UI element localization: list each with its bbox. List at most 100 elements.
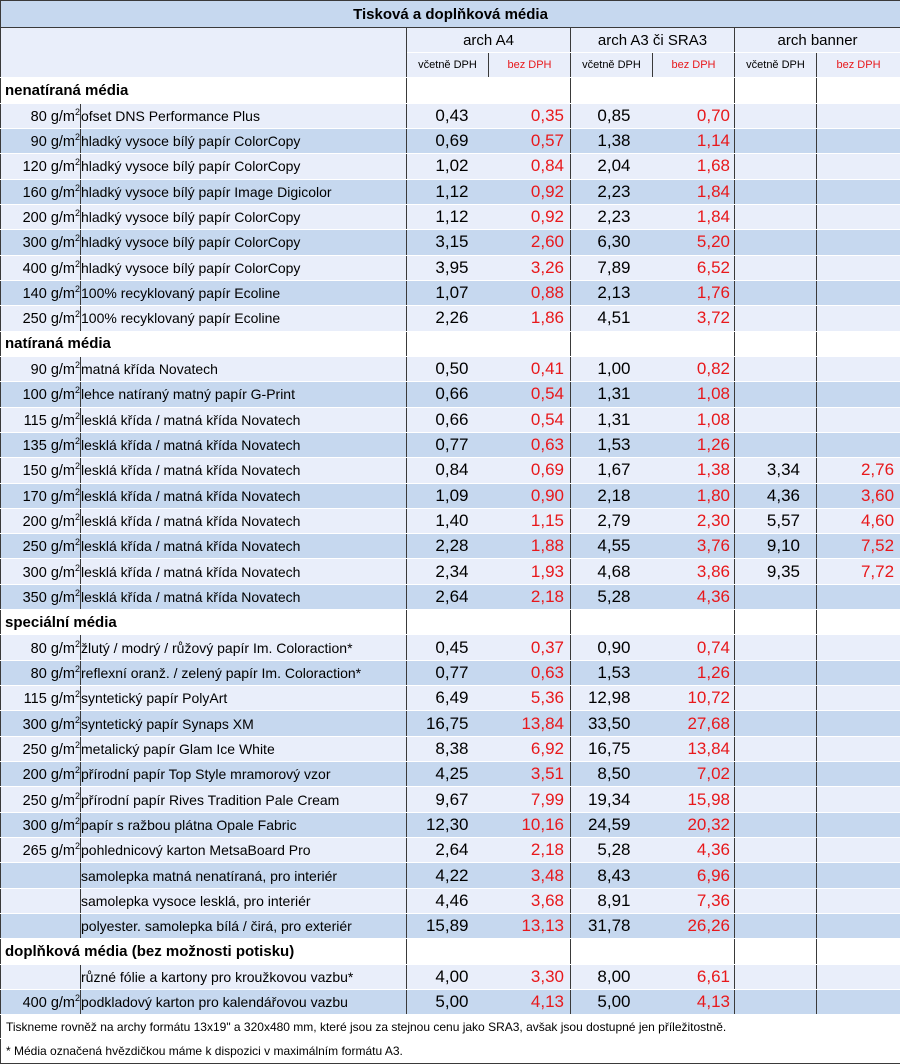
price-banner-incl (734, 786, 817, 813)
table-row: 80 g/m2 ofset DNS Performance Plus 0,43 0,3… (0, 102, 900, 129)
price-banner-incl (734, 862, 817, 889)
price-a4-incl: 5,00 (406, 989, 489, 1016)
weight-cell: 250 g/m2 (0, 735, 81, 763)
item-name: reflexní oranž. / zelený papír Im. Color… (80, 659, 407, 687)
weight-cell: 200 g/m2 (0, 203, 81, 231)
section-title: nenatíraná média (0, 77, 407, 104)
weight-value: 400 (22, 995, 47, 1012)
price-banner-excl (815, 634, 900, 661)
price-a3-excl: 6,61 (652, 963, 735, 991)
weight-cell: 300 g/m2 (0, 811, 81, 839)
price-a3-excl: 3,76 (652, 533, 735, 560)
price-a3-incl: 6,30 (570, 229, 653, 256)
price-banner-incl (734, 127, 817, 155)
weight-value: 170 (22, 488, 47, 505)
price-a4-excl: 0,41 (488, 355, 571, 383)
price-a3-excl: 26,26 (652, 913, 735, 940)
price-a4-excl: 2,18 (488, 583, 571, 611)
price-a3-excl: 10,72 (652, 685, 735, 712)
price-a4-excl: 0,35 (488, 102, 571, 129)
weight-unit: g/m (50, 209, 75, 226)
price-a4-incl: 1,07 (406, 279, 489, 307)
price-a4-incl: 0,66 (406, 406, 489, 433)
price-a4-excl: 0,63 (488, 431, 571, 459)
weight-cell: 300 g/m2 (0, 710, 81, 737)
price-a3-incl: 2,23 (570, 203, 653, 231)
price-a4-incl: 0,84 (406, 457, 489, 484)
weight-cell: 115 g/m2 (0, 406, 81, 433)
price-a4-incl: 0,50 (406, 355, 489, 383)
weight-cell: 150 g/m2 (0, 457, 81, 484)
item-name: lesklá křída / matná křída Novatech (80, 533, 407, 560)
price-a4-excl: 0,54 (488, 381, 571, 408)
weight-cell: 100 g/m2 (0, 381, 81, 408)
section-blank-cell (406, 77, 489, 104)
col-header-a4: arch A4 (406, 27, 571, 54)
section-blank-cell (734, 609, 817, 636)
table-row: 400 g/m2 podkladový karton pro kalendářov… (0, 989, 900, 1016)
table-row: 300 g/m2 papír s ražbou plátna Opale Fabr… (0, 811, 900, 839)
price-banner-incl (734, 735, 817, 763)
price-banner-incl (734, 305, 817, 332)
item-name: lesklá křída / matná křída Novatech (80, 457, 407, 484)
price-a4-excl: 2,60 (488, 229, 571, 256)
weight-unit: g/m (50, 260, 75, 277)
weight-unit-exponent: 2 (74, 790, 80, 801)
weight-unit: g/m (50, 792, 75, 809)
weight-unit-exponent: 2 (74, 765, 80, 776)
item-name: lesklá křída / matná křída Novatech (80, 406, 407, 433)
weight-unit: g/m (50, 387, 75, 404)
weight-value: 250 (22, 741, 47, 758)
section-blank-cell (734, 330, 817, 357)
price-a4-incl: 16,75 (406, 710, 489, 737)
weight-unit: g/m (50, 640, 75, 657)
weight-unit-exponent: 2 (74, 740, 80, 751)
price-banner-excl (815, 989, 900, 1016)
price-a4-incl: 2,64 (406, 583, 489, 611)
price-a4-excl: 13,84 (488, 710, 571, 737)
price-a4-incl: 0,77 (406, 431, 489, 459)
weight-value: 160 (22, 184, 47, 201)
price-banner-incl (734, 913, 817, 940)
price-banner-incl (734, 963, 817, 991)
weight-unit-exponent: 2 (74, 182, 80, 193)
price-a3-incl: 8,43 (570, 862, 653, 889)
weight-cell: 265 g/m2 (0, 837, 81, 864)
price-a4-excl: 0,92 (488, 178, 571, 205)
weight-unit-exponent: 2 (74, 360, 80, 371)
subheader-a3-incl: včetně DPH (570, 52, 653, 79)
table-row: 250 g/m2 metalický papír Glam Ice White 8,… (0, 735, 900, 763)
section-blank-cell (734, 77, 817, 104)
weight-unit: g/m (50, 133, 75, 150)
section-blank-cell (570, 330, 653, 357)
price-banner-incl (734, 178, 817, 205)
price-a3-excl: 15,98 (652, 786, 735, 813)
price-a4-incl: 8,38 (406, 735, 489, 763)
table-title: Tisková a doplňková média (0, 0, 900, 29)
price-banner-incl (734, 837, 817, 864)
weight-cell: 80 g/m2 (0, 634, 81, 661)
price-a3-incl: 19,34 (570, 786, 653, 813)
price-a3-incl: 8,00 (570, 963, 653, 991)
weight-unit: g/m (50, 767, 75, 784)
item-name: ofset DNS Performance Plus (80, 102, 407, 129)
item-name: podkladový karton pro kalendářovou vazbu (80, 989, 407, 1016)
weight-unit: g/m (50, 995, 75, 1012)
price-a4-excl: 7,99 (488, 786, 571, 813)
price-banner-incl (734, 811, 817, 839)
footnote-row: Tiskneme rovněž na archy formátu 13x19" … (0, 1014, 900, 1040)
weight-unit-exponent: 2 (74, 258, 80, 269)
price-a4-excl: 3,30 (488, 963, 571, 991)
weight-value: 400 (22, 260, 47, 277)
weight-unit: g/m (50, 716, 75, 733)
price-banner-incl (734, 381, 817, 408)
table-row: 115 g/m2 syntetický papír PolyArt 6,49 5,36… (0, 685, 900, 712)
price-a3-excl: 6,96 (652, 862, 735, 889)
item-name: polyester. samolepka bílá / čirá, pro ex… (80, 913, 407, 940)
weight-value: 100 (22, 387, 47, 404)
weight-value: 90 (30, 133, 47, 150)
weight-cell (0, 862, 81, 889)
price-a3-excl: 7,02 (652, 761, 735, 788)
price-banner-excl (815, 862, 900, 889)
price-banner-excl (815, 102, 900, 129)
